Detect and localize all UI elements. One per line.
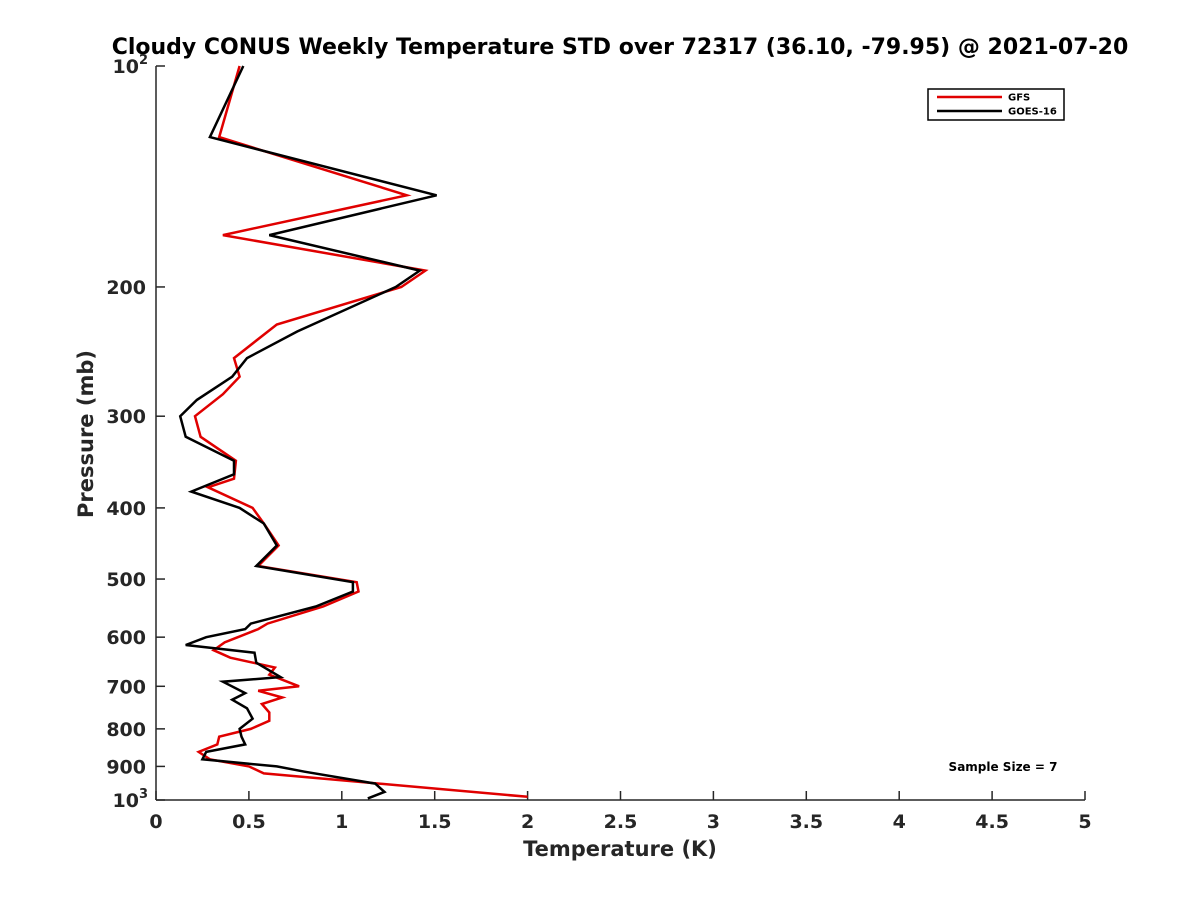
sample-size-annotation: Sample Size = 7 — [949, 760, 1058, 774]
y-tick-label: 700 — [106, 676, 146, 698]
y-axis-ticks: 102 200 300 400 500 600 700 800 900 103 — [106, 53, 165, 812]
x-tick-label: 3.5 — [789, 811, 823, 833]
y-tick-label: 600 — [106, 627, 146, 649]
y-tick-label: 800 — [106, 719, 146, 741]
legend-box — [927, 88, 1065, 121]
y-tick-label: 900 — [106, 756, 146, 778]
x-tick-label: 4 — [893, 811, 906, 833]
x-tick-label: 4.5 — [975, 811, 1009, 833]
series-line-gfs — [193, 65, 528, 799]
x-tick-label: 0 — [149, 811, 162, 833]
legend-label-goes16: GOES-16 — [1008, 107, 1057, 118]
x-tick-label: 2.5 — [604, 811, 638, 833]
x-axis-ticks: 0 0.5 1 1.5 2 2.5 3 3.5 4 4.5 5 — [149, 791, 1092, 833]
chart-title: Cloudy CONUS Weekly Temperature STD over… — [112, 35, 1129, 60]
x-tick-label: 0.5 — [232, 811, 266, 833]
x-tick-label: 3 — [707, 811, 720, 833]
y-tick-label: 200 — [106, 277, 146, 299]
y-tick-label: 103 — [113, 787, 149, 812]
plot-area: 0 0.5 1 1.5 2 2.5 3 3.5 4 4.5 5 102 200 300 400 500 600… — [106, 53, 1091, 833]
y-axis-label: Pressure (mb) — [74, 350, 98, 518]
x-tick-label: 2 — [521, 811, 534, 833]
legend-label-gfs: GFS — [1008, 93, 1030, 104]
legend: GFS GOES-16 — [927, 88, 1065, 121]
x-axis-label: Temperature (K) — [523, 837, 717, 861]
series-line-goes16 — [178, 65, 437, 800]
y-tick-label: 102 — [113, 53, 149, 78]
x-tick-label: 1.5 — [418, 811, 452, 833]
y-tick-label: 500 — [106, 569, 146, 591]
y-tick-label: 300 — [106, 406, 146, 428]
series-lines — [178, 65, 528, 800]
x-tick-label: 5 — [1078, 811, 1091, 833]
x-tick-label: 1 — [335, 811, 348, 833]
y-tick-label: 400 — [106, 498, 146, 520]
